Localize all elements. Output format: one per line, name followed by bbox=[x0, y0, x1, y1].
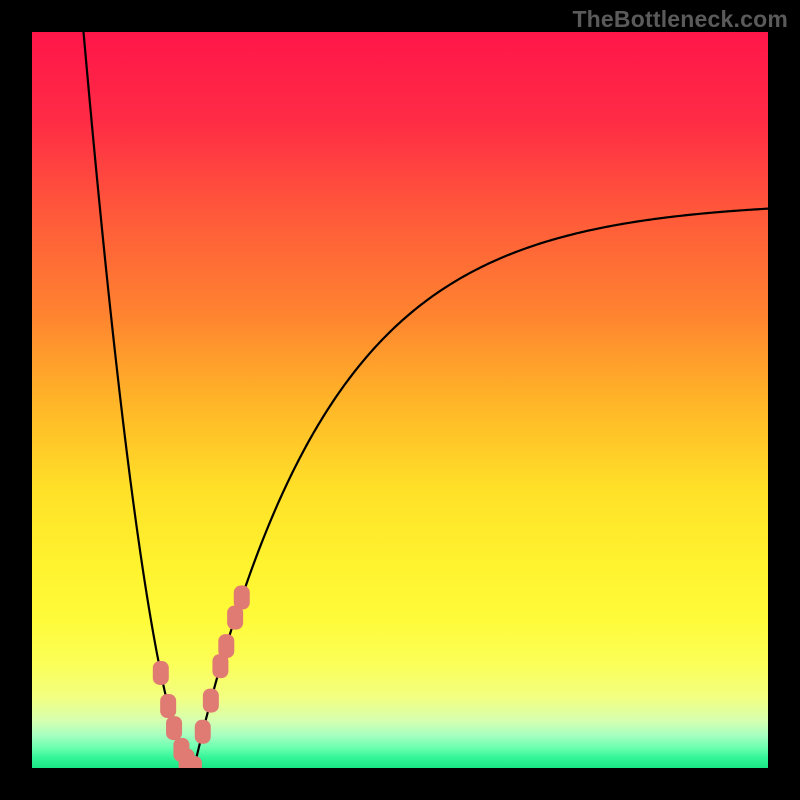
curve-marker bbox=[153, 661, 169, 685]
gradient-background bbox=[32, 32, 768, 768]
curve-marker bbox=[234, 586, 250, 610]
chart-frame: TheBottleneck.com bbox=[0, 0, 800, 800]
watermark-text: TheBottleneck.com bbox=[572, 6, 788, 33]
bottleneck-curve-chart bbox=[32, 32, 768, 768]
curve-marker bbox=[160, 694, 176, 718]
curve-marker bbox=[166, 716, 182, 740]
curve-marker bbox=[195, 720, 211, 744]
curve-marker bbox=[218, 634, 234, 658]
curve-marker bbox=[203, 689, 219, 713]
curve-marker bbox=[186, 756, 202, 768]
